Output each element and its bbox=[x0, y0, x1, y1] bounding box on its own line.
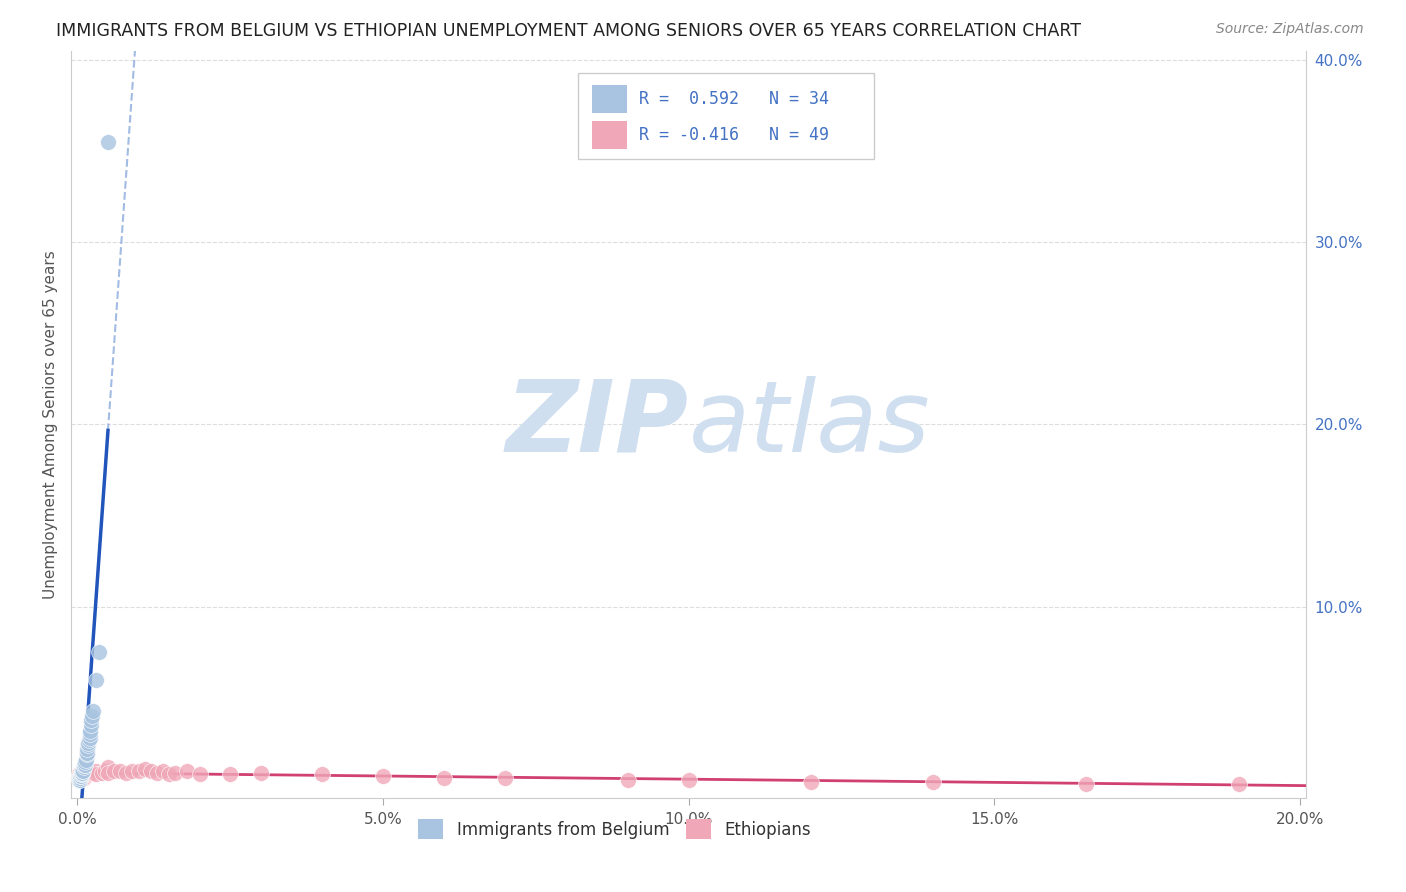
Text: atlas: atlas bbox=[689, 376, 931, 473]
Point bbox=[72, 764, 94, 778]
Point bbox=[67, 769, 90, 783]
Point bbox=[76, 742, 98, 756]
Point bbox=[80, 765, 103, 780]
Point bbox=[84, 764, 107, 778]
Point bbox=[70, 767, 93, 781]
Point bbox=[188, 767, 211, 781]
Point bbox=[70, 767, 93, 781]
Point bbox=[72, 771, 94, 785]
Point bbox=[616, 772, 638, 787]
Point bbox=[134, 762, 156, 776]
Text: R = -0.416   N = 49: R = -0.416 N = 49 bbox=[640, 126, 830, 144]
Point bbox=[72, 765, 94, 780]
Point bbox=[800, 774, 823, 789]
Point bbox=[79, 764, 101, 778]
Text: Source: ZipAtlas.com: Source: ZipAtlas.com bbox=[1216, 22, 1364, 37]
Point bbox=[80, 718, 103, 732]
Point bbox=[72, 764, 94, 778]
Point bbox=[311, 767, 333, 781]
Point bbox=[70, 765, 93, 780]
Point bbox=[128, 764, 150, 778]
Point bbox=[73, 758, 96, 772]
Point bbox=[76, 747, 98, 762]
Point bbox=[77, 767, 100, 781]
Point bbox=[69, 771, 91, 785]
Point bbox=[75, 765, 97, 780]
Point bbox=[77, 736, 100, 750]
Y-axis label: Unemployment Among Seniors over 65 years: Unemployment Among Seniors over 65 years bbox=[44, 250, 58, 599]
Point bbox=[75, 769, 97, 783]
Point bbox=[176, 764, 198, 778]
Point bbox=[115, 765, 138, 780]
Point bbox=[82, 709, 104, 723]
Point bbox=[69, 772, 91, 787]
Point bbox=[76, 764, 98, 778]
Point bbox=[76, 746, 98, 760]
Point bbox=[76, 765, 98, 780]
Point bbox=[94, 764, 117, 778]
Point bbox=[219, 767, 242, 781]
Bar bbox=[592, 85, 627, 113]
Point bbox=[87, 645, 110, 659]
Point bbox=[1074, 776, 1097, 790]
FancyBboxPatch shape bbox=[578, 73, 875, 159]
Point bbox=[110, 764, 132, 778]
Point bbox=[76, 739, 98, 753]
Text: R =  0.592   N = 34: R = 0.592 N = 34 bbox=[640, 90, 830, 108]
Point bbox=[79, 727, 101, 741]
Point bbox=[69, 769, 91, 783]
Point bbox=[72, 769, 94, 783]
Point bbox=[67, 767, 90, 781]
Point bbox=[69, 769, 91, 783]
Point bbox=[433, 771, 456, 785]
Text: ZIP: ZIP bbox=[506, 376, 689, 473]
Legend: Immigrants from Belgium, Ethiopians: Immigrants from Belgium, Ethiopians bbox=[412, 813, 817, 846]
Point bbox=[72, 758, 94, 772]
Point bbox=[72, 767, 94, 781]
Point bbox=[165, 765, 187, 780]
Point bbox=[146, 765, 169, 780]
Point bbox=[152, 764, 174, 778]
Point bbox=[97, 135, 120, 149]
Point bbox=[72, 760, 94, 774]
Point bbox=[82, 704, 104, 718]
Point bbox=[157, 767, 180, 781]
Point bbox=[80, 713, 103, 727]
Point bbox=[69, 769, 91, 783]
Point bbox=[82, 765, 104, 780]
Point bbox=[75, 753, 97, 767]
Point bbox=[97, 760, 120, 774]
Point bbox=[249, 765, 271, 780]
Point bbox=[139, 764, 162, 778]
Point bbox=[67, 771, 90, 785]
Text: IMMIGRANTS FROM BELGIUM VS ETHIOPIAN UNEMPLOYMENT AMONG SENIORS OVER 65 YEARS CO: IMMIGRANTS FROM BELGIUM VS ETHIOPIAN UNE… bbox=[56, 22, 1081, 40]
Point bbox=[70, 771, 93, 785]
Point bbox=[97, 765, 120, 780]
Point bbox=[75, 755, 97, 769]
Point bbox=[1227, 776, 1250, 790]
Bar bbox=[592, 120, 627, 149]
Point bbox=[79, 731, 101, 745]
Point bbox=[77, 732, 100, 747]
Point bbox=[678, 772, 700, 787]
Point bbox=[79, 723, 101, 738]
Point bbox=[922, 774, 945, 789]
Point bbox=[90, 765, 112, 780]
Point bbox=[84, 673, 107, 687]
Point bbox=[69, 771, 91, 785]
Point bbox=[103, 764, 125, 778]
Point bbox=[70, 769, 93, 783]
Point bbox=[67, 772, 90, 787]
Point bbox=[494, 771, 516, 785]
Point bbox=[84, 767, 107, 781]
Point bbox=[73, 767, 96, 781]
Point bbox=[121, 764, 143, 778]
Point bbox=[371, 769, 394, 783]
Point bbox=[70, 769, 93, 783]
